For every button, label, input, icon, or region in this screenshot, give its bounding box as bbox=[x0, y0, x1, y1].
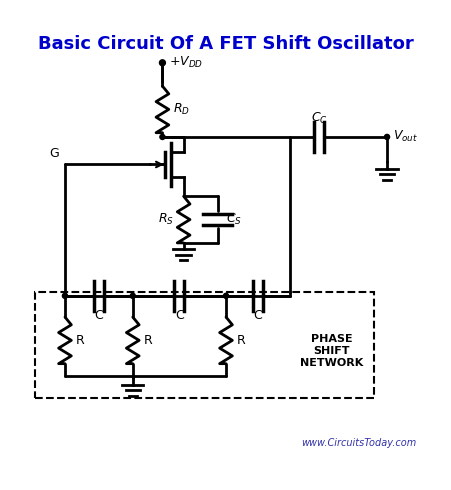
Text: C: C bbox=[175, 309, 184, 321]
Circle shape bbox=[159, 60, 165, 66]
Text: $R_D$: $R_D$ bbox=[173, 102, 189, 117]
Text: R: R bbox=[75, 334, 84, 347]
Text: $R_S$: $R_S$ bbox=[158, 212, 174, 227]
Text: C: C bbox=[253, 309, 262, 321]
Text: G: G bbox=[50, 147, 59, 160]
Circle shape bbox=[160, 134, 165, 140]
Text: Basic Circuit Of A FET Shift Oscillator: Basic Circuit Of A FET Shift Oscillator bbox=[38, 35, 413, 53]
Text: $C_C$: $C_C$ bbox=[310, 111, 327, 126]
Circle shape bbox=[223, 294, 228, 298]
Text: R: R bbox=[143, 334, 152, 347]
Text: $C_S$: $C_S$ bbox=[226, 212, 241, 227]
Text: PHASE
SHIFT
NETWORK: PHASE SHIFT NETWORK bbox=[299, 334, 363, 368]
Text: $V_{out}$: $V_{out}$ bbox=[392, 129, 418, 145]
Text: www.CircuitsToday.com: www.CircuitsToday.com bbox=[301, 439, 416, 448]
Circle shape bbox=[384, 134, 389, 140]
Text: $+V_{DD}$: $+V_{DD}$ bbox=[168, 55, 202, 71]
Circle shape bbox=[130, 294, 135, 298]
Text: C: C bbox=[94, 309, 103, 321]
Text: R: R bbox=[236, 334, 245, 347]
Circle shape bbox=[62, 294, 67, 298]
